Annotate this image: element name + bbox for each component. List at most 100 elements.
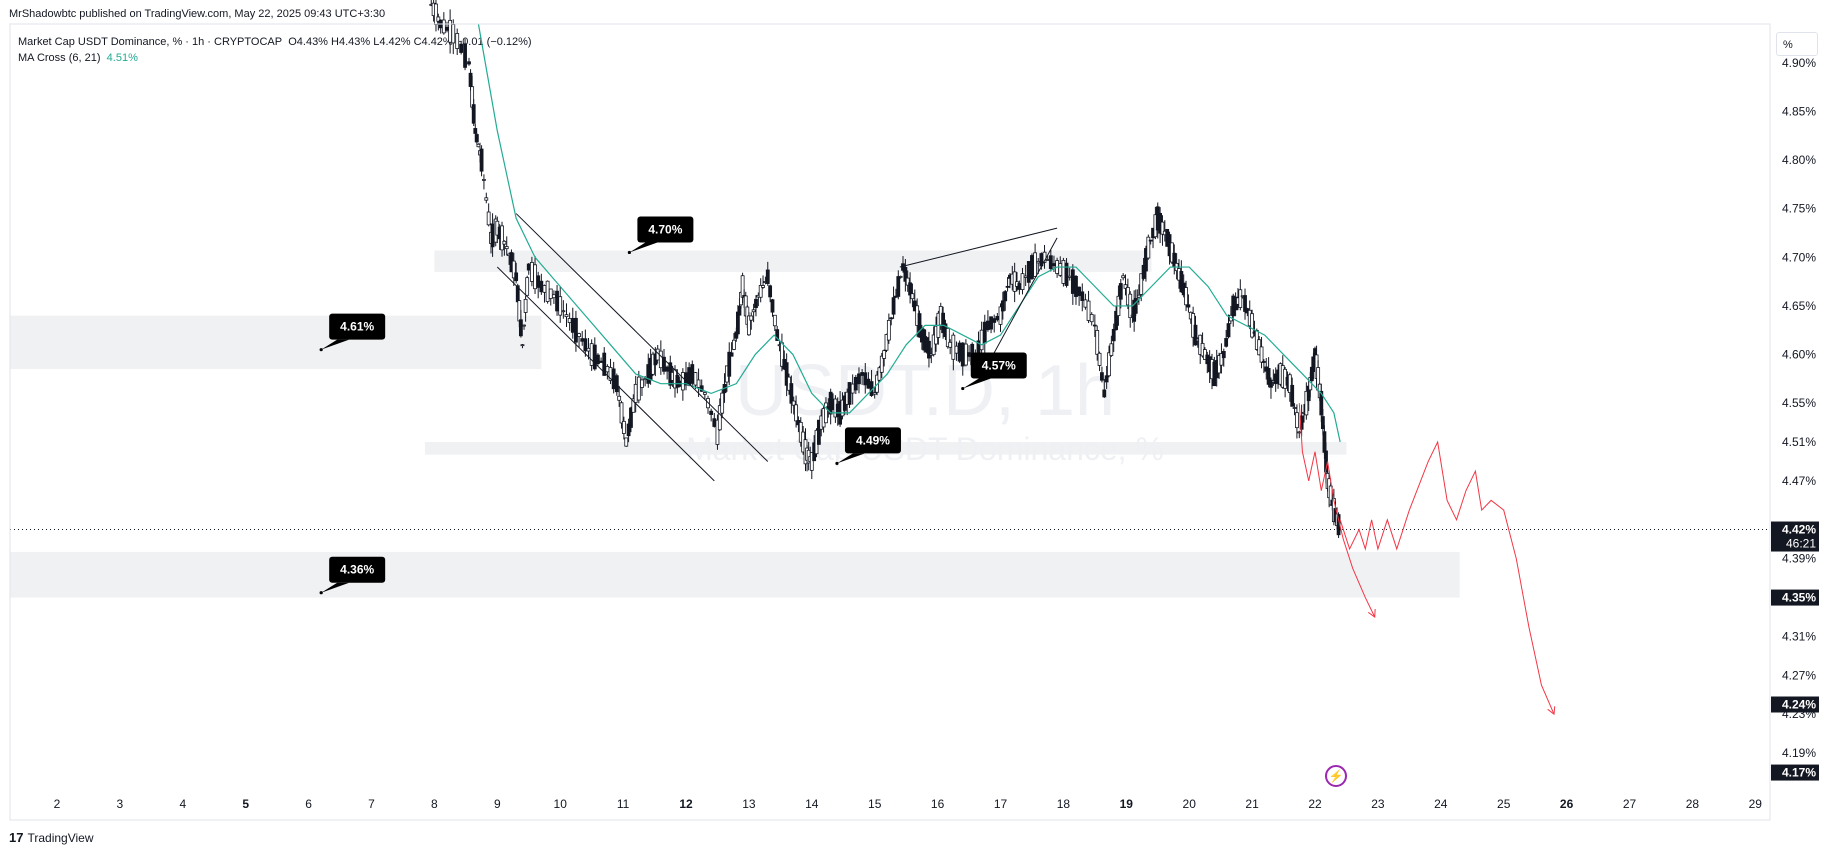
- candle-body: [1023, 275, 1028, 278]
- time-axis: 2 3 4 5 6 7 8 9 10 11 12 13 14 15 16 17 18 19 20 21 22 23 24 25…: [9, 23, 1771, 821]
- symbol-line[interactable]: Market Cap USDT Dominance, % · 1h · CRYP…: [18, 34, 532, 50]
- candle-body: [789, 383, 794, 404]
- price-tag-box: [1771, 696, 1819, 713]
- candle-body: [643, 378, 648, 381]
- time-tick-label: 13: [742, 797, 756, 811]
- time-tick-label: 16: [931, 797, 945, 811]
- projection-path: [1298, 403, 1376, 618]
- candle-body: [931, 334, 936, 356]
- candle-body: [441, 19, 446, 34]
- level-labels: 4.70% 4.61% 4.57% 4.49% 4.36%: [319, 216, 1027, 595]
- candle-body: [1133, 298, 1138, 314]
- candle-body: [1141, 264, 1146, 279]
- price-zone: [10, 315, 542, 370]
- candle-body: [599, 360, 603, 363]
- candle-body: [737, 305, 742, 316]
- candle-body: [903, 266, 908, 282]
- candle-body: [1139, 273, 1144, 295]
- candle-body: [1048, 255, 1053, 270]
- callout-pointer: [962, 378, 991, 389]
- time-tick-label: 17: [994, 797, 1008, 811]
- candle-body: [473, 128, 478, 134]
- candle-body: [889, 317, 894, 320]
- candle-body: [1193, 324, 1198, 346]
- price-callout: 4.49%: [835, 427, 901, 466]
- candle-body: [1077, 286, 1082, 296]
- price-tick-label: 4.51%: [1782, 435, 1816, 449]
- trendline: [496, 266, 715, 482]
- candle-body: [727, 351, 732, 377]
- trendline: [987, 237, 1058, 365]
- candle-body: [979, 329, 984, 351]
- candle-body: [552, 294, 556, 299]
- candle-body: [1224, 338, 1229, 347]
- candle-body: [533, 264, 537, 290]
- callout-anchor: [319, 348, 323, 352]
- candle-body: [665, 366, 670, 372]
- price-tick-label: 4.39%: [1782, 552, 1816, 566]
- time-tick-label: 6: [305, 797, 312, 811]
- candle-body: [592, 344, 597, 370]
- lightning-icon[interactable]: ⚡: [1325, 765, 1347, 787]
- candle-body: [960, 342, 965, 367]
- indicator-value: 4.51%: [106, 52, 138, 64]
- candle-body: [523, 298, 528, 313]
- candle-body: [545, 280, 550, 302]
- candle-body: [898, 275, 903, 278]
- candle-body: [709, 410, 714, 415]
- candle-body: [1203, 349, 1207, 360]
- candle-body: [583, 338, 588, 352]
- price-zone: [434, 250, 1152, 272]
- candle-body: [1104, 375, 1109, 383]
- candle-body: [479, 148, 484, 172]
- callout-pointer: [321, 582, 350, 593]
- trendlines: [496, 213, 1058, 482]
- candle-body: [995, 315, 1000, 321]
- time-tick-label: 19: [1120, 797, 1134, 811]
- candle-body: [740, 275, 745, 298]
- candle-body: [574, 317, 578, 343]
- brand-name[interactable]: TradingView: [27, 830, 94, 845]
- tradingview-logo-icon[interactable]: 17: [9, 830, 24, 845]
- candle-body: [1320, 416, 1325, 430]
- indicator-line[interactable]: MA Cross (6, 21) 4.51%: [18, 50, 532, 66]
- callout-pointer: [321, 339, 350, 350]
- candle-body: [986, 320, 990, 331]
- candle-body: [589, 343, 594, 366]
- candle-body: [1067, 275, 1072, 278]
- candle-body: [680, 372, 685, 391]
- candle-body: [1045, 259, 1050, 261]
- price-tick-label: 4.80%: [1782, 153, 1816, 167]
- candle-body: [1219, 353, 1224, 366]
- candle-body: [468, 72, 473, 87]
- candle-body: [1287, 374, 1292, 394]
- candle-body: [747, 315, 751, 336]
- candle-body: [954, 345, 959, 354]
- candle-body: [640, 379, 644, 388]
- candle-body: [896, 276, 901, 297]
- candle-body: [539, 280, 544, 293]
- candle-body: [542, 285, 547, 293]
- price-tag-box: [1771, 521, 1819, 552]
- candle-body: [658, 350, 663, 369]
- candle-body: [784, 362, 789, 386]
- candle-body: [580, 338, 585, 342]
- candle-body: [908, 282, 912, 296]
- callout-box: [844, 427, 901, 454]
- candle-body: [917, 313, 922, 338]
- callout-anchor: [627, 250, 631, 255]
- time-tick-label: 21: [1245, 797, 1259, 811]
- unit-button[interactable]: %: [1776, 32, 1818, 56]
- candle-body: [877, 367, 882, 381]
- candle-body: [522, 324, 526, 327]
- candle-body: [455, 33, 460, 49]
- symbol-name[interactable]: Market Cap USDT Dominance, % · 1h · CRYP…: [18, 36, 283, 48]
- candle-body: [1102, 389, 1107, 398]
- indicator-name[interactable]: MA Cross (6, 21): [18, 52, 101, 64]
- candle-body: [732, 339, 736, 350]
- candle-body: [474, 134, 479, 143]
- candle-body: [712, 418, 717, 427]
- candle-body: [866, 378, 871, 389]
- price-tick-label: 4.31%: [1782, 629, 1816, 643]
